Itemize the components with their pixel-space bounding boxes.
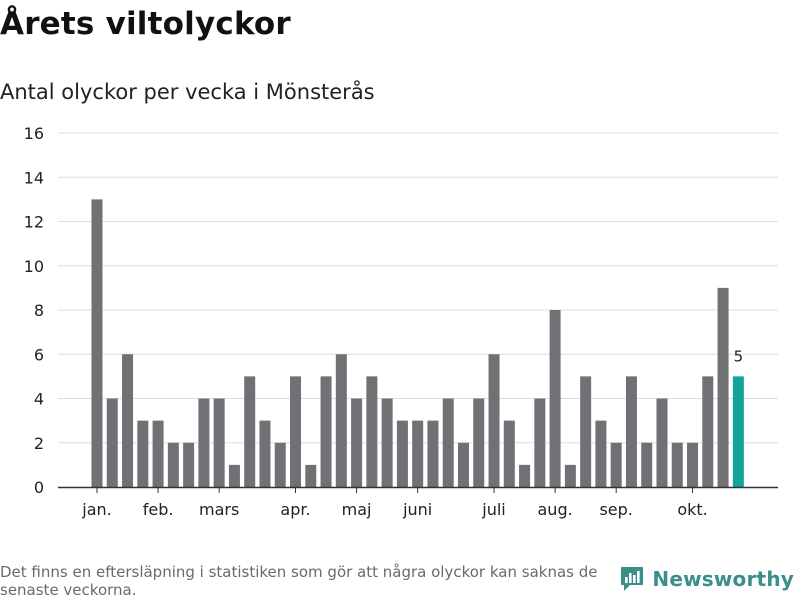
bar bbox=[366, 376, 378, 487]
bar bbox=[259, 420, 271, 487]
bar bbox=[290, 376, 302, 487]
bar bbox=[213, 398, 225, 487]
bar bbox=[641, 442, 653, 487]
x-axis-ticks: jan. feb. mars apr. maj juni juli aug. sep. okt. bbox=[81, 487, 708, 519]
bar bbox=[595, 420, 607, 487]
x-tick-label: feb. bbox=[143, 500, 174, 519]
chart-subtitle: Antal olyckor per vecka i Mönsterås bbox=[0, 80, 375, 104]
bar bbox=[427, 420, 439, 487]
y-tick-label: 0 bbox=[34, 478, 44, 497]
highlight-value-label: 5 bbox=[734, 347, 744, 365]
x-tick-label: juni bbox=[402, 500, 432, 519]
bar bbox=[167, 442, 179, 487]
bar bbox=[244, 376, 256, 487]
highlight-bar bbox=[732, 376, 744, 487]
x-tick-label: jan. bbox=[81, 500, 111, 519]
bar bbox=[351, 398, 363, 487]
x-tick-label: mars bbox=[199, 500, 239, 519]
bars bbox=[91, 199, 744, 487]
x-tick-label: apr. bbox=[280, 500, 310, 519]
bar bbox=[412, 420, 424, 487]
bar bbox=[137, 420, 149, 487]
bar bbox=[564, 464, 576, 487]
newsworthy-logo-icon bbox=[621, 567, 644, 591]
bar bbox=[702, 376, 714, 487]
bar bbox=[122, 354, 134, 487]
bar bbox=[488, 354, 500, 487]
x-tick-label: maj bbox=[342, 500, 372, 519]
x-tick-label: sep. bbox=[599, 500, 632, 519]
bar bbox=[625, 376, 637, 487]
data-labels: 5 bbox=[734, 347, 744, 365]
y-tick-label: 14 bbox=[24, 168, 44, 187]
y-tick-label: 8 bbox=[34, 301, 44, 320]
bar bbox=[473, 398, 485, 487]
bar bbox=[549, 310, 561, 487]
x-tick-label: juli bbox=[481, 500, 505, 519]
bar bbox=[91, 199, 103, 487]
bar bbox=[717, 287, 729, 487]
bar bbox=[183, 442, 195, 487]
bar bbox=[320, 376, 332, 487]
x-tick-label: aug. bbox=[538, 500, 573, 519]
bar bbox=[442, 398, 454, 487]
bar bbox=[457, 442, 469, 487]
bar bbox=[198, 398, 210, 487]
bar bbox=[656, 398, 668, 487]
bar bbox=[228, 464, 240, 487]
y-tick-label: 16 bbox=[24, 124, 44, 143]
bar bbox=[534, 398, 546, 487]
y-tick-label: 10 bbox=[24, 257, 44, 276]
y-tick-label: 2 bbox=[34, 434, 44, 453]
brand-name: Newsworthy bbox=[652, 567, 794, 591]
bar bbox=[503, 420, 515, 487]
bar bbox=[580, 376, 592, 487]
page-title: Årets viltolyckor bbox=[0, 6, 291, 42]
grid-lines bbox=[58, 132, 778, 444]
y-axis-ticks: 0 2 4 6 8 10 12 14 16 bbox=[24, 124, 44, 497]
bar bbox=[106, 398, 118, 487]
bar bbox=[274, 442, 286, 487]
bar bbox=[519, 464, 531, 487]
bar bbox=[396, 420, 408, 487]
bar bbox=[335, 354, 347, 487]
y-tick-label: 6 bbox=[34, 345, 44, 364]
footnote: Det finns en eftersläpning i statistiken… bbox=[0, 563, 598, 599]
bar bbox=[381, 398, 393, 487]
bar bbox=[687, 442, 699, 487]
x-tick-label: okt. bbox=[677, 500, 707, 519]
bar bbox=[152, 420, 164, 487]
bar bbox=[305, 464, 317, 487]
bar bbox=[610, 442, 622, 487]
y-tick-label: 4 bbox=[34, 390, 44, 409]
bar bbox=[671, 442, 683, 487]
y-tick-label: 12 bbox=[24, 213, 44, 232]
brand-logo[interactable]: Newsworthy bbox=[620, 566, 794, 592]
